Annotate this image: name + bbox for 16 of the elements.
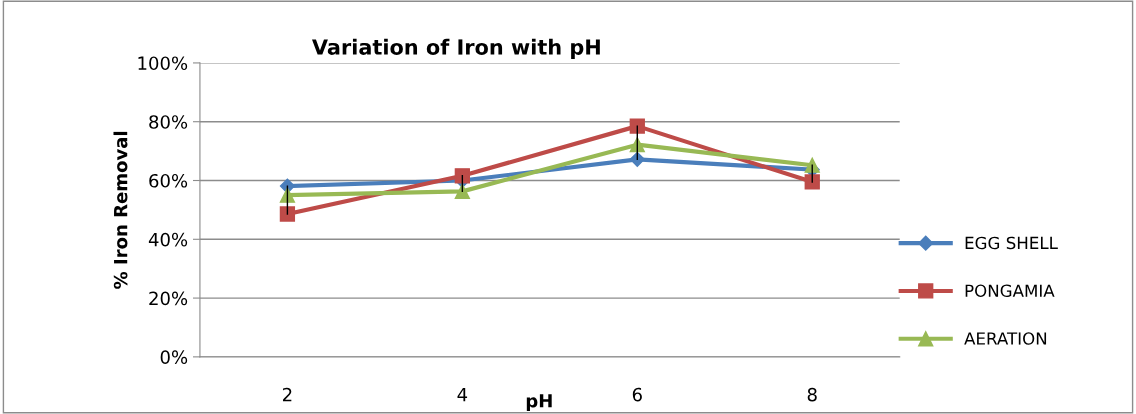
y-tick-label: 0% (160, 350, 188, 364)
y-tick-label: 20% (149, 291, 188, 306)
legend-label: EGG SHELL (965, 236, 1058, 250)
y-axis-title: % Iron Removal (113, 131, 128, 289)
x-axis-title: pH (526, 394, 552, 412)
x-tick-label: 2 (282, 387, 292, 402)
y-tick-label: 100% (138, 56, 188, 71)
y-tick-label: 40% (148, 232, 188, 247)
y-tick-label: 60% (149, 173, 188, 188)
y-tick-label: 80% (149, 115, 188, 129)
x-tick-label: 8 (807, 387, 817, 402)
legend-label: AERATION (964, 332, 1047, 345)
legend-label: PONGAMIA (965, 284, 1055, 298)
x-tick-label: 4 (457, 387, 468, 402)
x-tick-label: 6 (632, 387, 642, 402)
chart-title: Variation of Iron with pH (312, 38, 600, 59)
